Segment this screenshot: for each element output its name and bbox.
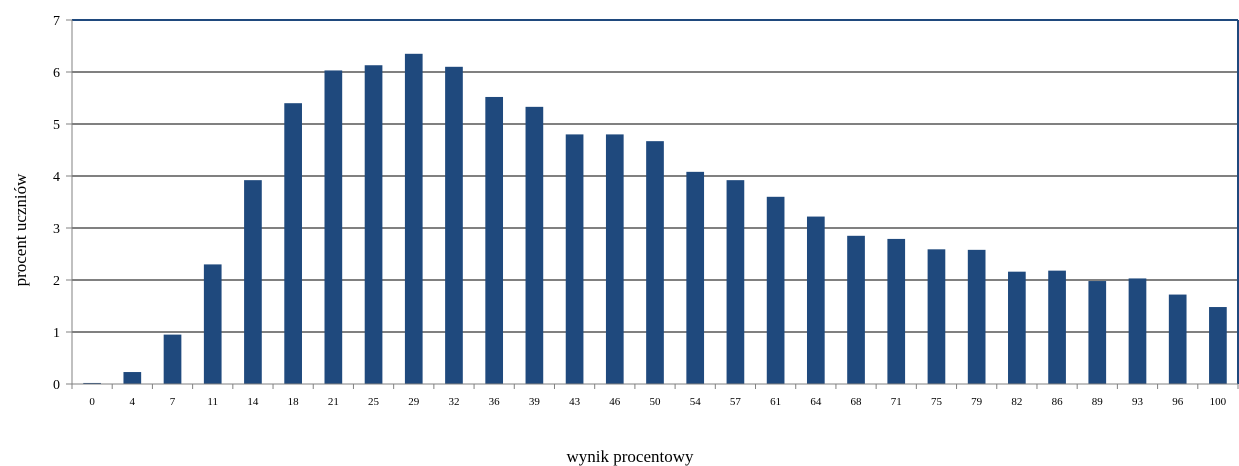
y-tick-label: 0 [53, 378, 60, 393]
bar-18 [284, 103, 302, 384]
x-axis-title: wynik procentowy [566, 447, 694, 466]
bar-96 [1168, 294, 1187, 384]
bar-43 [565, 134, 584, 384]
x-tick-label: 93 [1132, 396, 1144, 408]
bar-29 [404, 53, 423, 385]
x-tick-label: 7 [170, 396, 176, 408]
bar-71 [887, 238, 906, 384]
x-tick-label: 0 [89, 396, 95, 408]
y-tick-label: 3 [53, 222, 60, 237]
x-tick-label: 21 [328, 396, 339, 408]
bar-32 [445, 66, 463, 385]
x-tick-label: 75 [931, 396, 943, 408]
x-tick-label: 100 [1210, 396, 1227, 408]
x-tick-label: 61 [770, 396, 781, 408]
x-tick-label: 68 [851, 396, 863, 408]
y-axis-title: procent uczniów [11, 173, 30, 287]
x-tick-label: 36 [489, 396, 501, 408]
x-tick-label: 57 [730, 396, 742, 408]
bar-46 [605, 134, 624, 384]
bar-21 [324, 70, 343, 384]
bar-14 [244, 180, 262, 384]
axes [66, 19, 1239, 389]
bar-7 [163, 334, 182, 384]
bar-61 [766, 196, 785, 384]
x-tick-label: 89 [1092, 396, 1104, 408]
bar-4 [123, 372, 142, 384]
bar-82 [1008, 271, 1026, 384]
y-tick-labels: 0 1 2 3 4 5 6 7 [53, 14, 60, 393]
x-tick-label: 79 [971, 396, 983, 408]
x-tick-label: 18 [288, 396, 300, 408]
bar-75 [927, 249, 946, 384]
x-tick-label: 46 [609, 396, 621, 408]
y-tick-label: 6 [53, 66, 60, 81]
bar-39 [525, 106, 544, 384]
y-tick-label: 5 [53, 118, 60, 133]
bars [83, 53, 1227, 385]
x-tick-label: 50 [650, 396, 662, 408]
bar-50 [646, 141, 664, 384]
x-tick-label: 4 [130, 396, 136, 408]
x-tick-label: 64 [810, 396, 822, 408]
bar-68 [847, 235, 865, 384]
x-tick-label: 29 [408, 396, 420, 408]
x-tick-label: 11 [207, 396, 218, 408]
x-tick-label: 43 [569, 396, 581, 408]
bar-11 [203, 264, 222, 384]
x-tick-label: 96 [1172, 396, 1184, 408]
y-tick-label: 1 [53, 326, 60, 341]
x-tick-label: 86 [1052, 396, 1064, 408]
x-tick-label: 25 [368, 396, 380, 408]
x-tick-label: 54 [690, 396, 702, 408]
y-tick-label: 7 [53, 14, 60, 29]
x-tick-label: 82 [1011, 396, 1022, 408]
x-tick-label: 14 [247, 396, 259, 408]
x-tick-label: 32 [448, 396, 459, 408]
y-tick-label: 2 [53, 274, 60, 289]
bar-89 [1088, 281, 1107, 384]
x-tick-label: 71 [891, 396, 902, 408]
bar-93 [1128, 278, 1147, 384]
bar-64 [806, 216, 825, 384]
y-tick-label: 4 [53, 170, 60, 185]
bar-100 [1209, 307, 1227, 384]
bar-0 [83, 382, 101, 384]
bar-54 [686, 171, 705, 384]
bar-86 [1048, 270, 1066, 384]
bar-79 [967, 249, 986, 384]
x-tick-labels: 0 4 7 11 14 18 21 25 29 32 36 39 43 46 50 54 57 61 64 68 71 7… [89, 396, 1226, 408]
bar-36 [485, 96, 504, 385]
x-tick-label: 39 [529, 396, 541, 408]
bar-25 [364, 65, 383, 385]
bar-57 [726, 180, 745, 384]
